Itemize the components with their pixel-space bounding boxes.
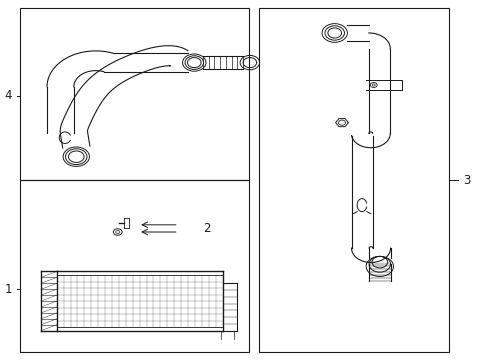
Bar — [20, 180, 249, 352]
Bar — [20, 8, 249, 180]
Text: 4: 4 — [4, 89, 12, 102]
Text: 1: 1 — [4, 283, 12, 296]
Bar — [259, 8, 448, 352]
Text: 3: 3 — [462, 174, 469, 186]
Text: 2: 2 — [203, 222, 210, 235]
